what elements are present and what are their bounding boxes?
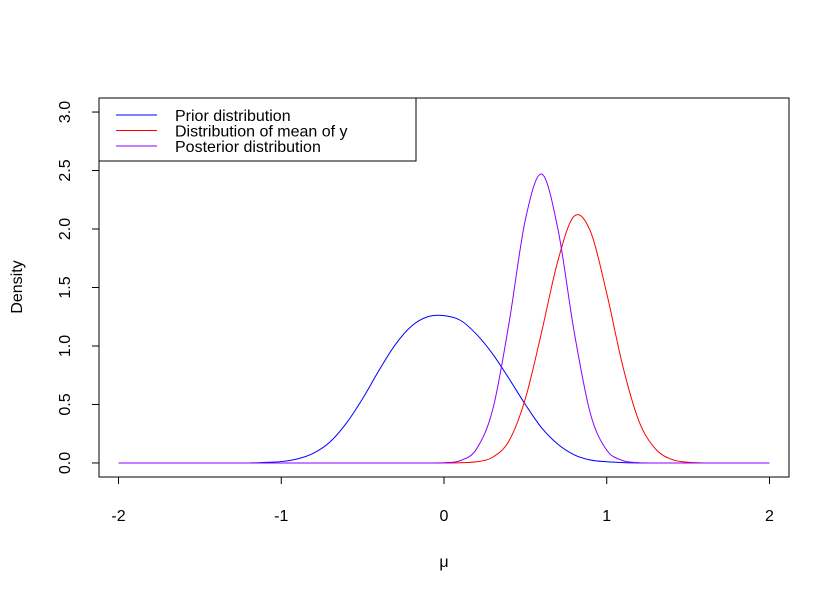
y-tick-label: 3.0 — [57, 101, 74, 123]
y-tick-label: 1.0 — [57, 335, 74, 357]
x-tick-label: 2 — [765, 508, 774, 525]
y-tick-label: 0.5 — [57, 393, 74, 415]
y-tick-label: 2.5 — [57, 159, 74, 181]
y-tick-label: 1.5 — [57, 276, 74, 298]
x-axis-title: μ — [439, 554, 448, 571]
y-axis: 0.0 0.5 1.0 1.5 2.0 2.5 3.0 — [57, 101, 100, 474]
legend-label-2: Distribution of mean of y — [175, 124, 348, 141]
x-tick-label: -1 — [274, 508, 288, 525]
legend-box — [98, 97, 417, 162]
y-tick-label: 0.0 — [57, 452, 74, 474]
x-axis: -2 -1 0 1 2 — [111, 476, 774, 525]
y-axis-title: Density — [9, 260, 26, 313]
curves-layer — [118, 173, 770, 464]
series-line-1 — [118, 314, 770, 464]
series-line-2 — [118, 214, 770, 464]
legend-label-1: Prior distribution — [175, 108, 291, 125]
x-tick-label: 1 — [602, 508, 611, 525]
x-tick-label: -2 — [111, 508, 125, 525]
x-tick-label: 0 — [440, 508, 449, 525]
legend-label-3: Posterior distribution — [175, 139, 321, 156]
y-tick-label: 2.0 — [57, 218, 74, 240]
series-line-3 — [118, 173, 770, 464]
